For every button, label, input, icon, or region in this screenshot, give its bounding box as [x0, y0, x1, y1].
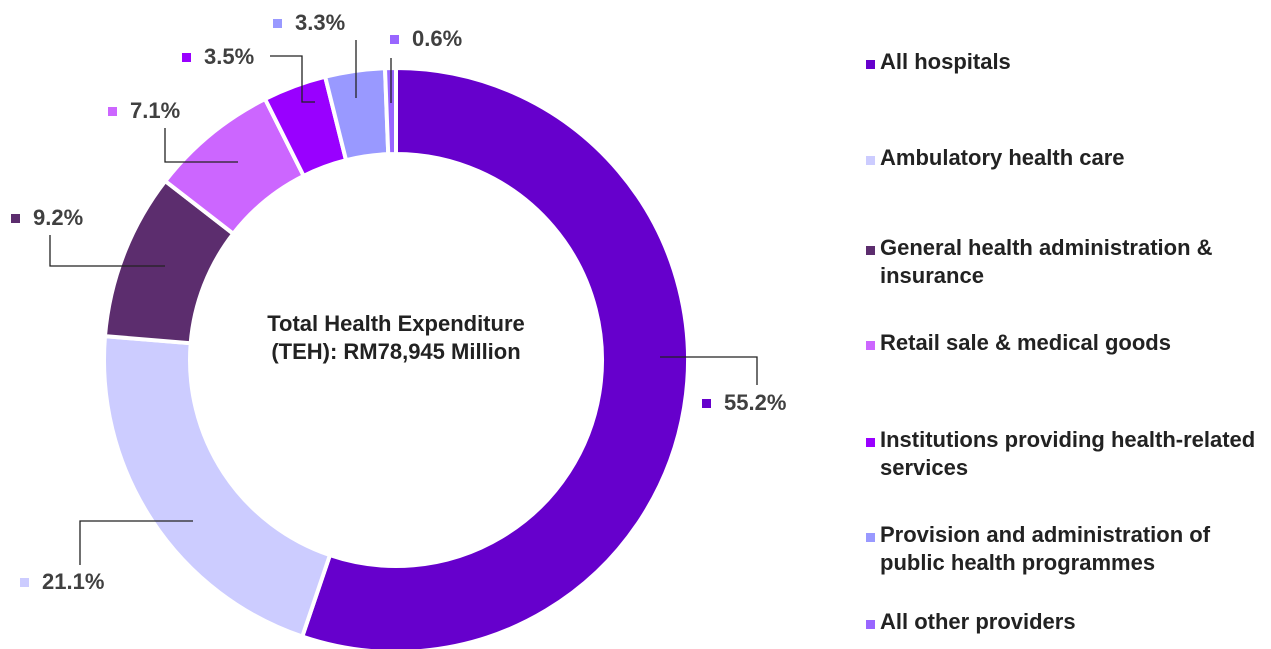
legend-swatch — [866, 533, 875, 542]
data-label: 55.2% — [724, 390, 786, 415]
leader-line — [79, 520, 193, 565]
legend-label: Retail sale & medical goods — [880, 330, 1171, 355]
data-label: 3.5% — [204, 44, 254, 69]
leader-line — [164, 128, 238, 163]
legend-label: Provision and administration of public h… — [880, 522, 1211, 575]
donut-segment — [382, 65, 398, 157]
legend-label: Ambulatory health care — [880, 145, 1125, 170]
label-swatch — [390, 35, 399, 44]
legend-swatch — [866, 341, 875, 350]
legend-item: Provision and administration of public h… — [862, 521, 1262, 577]
legend-label: All hospitals — [880, 49, 1011, 74]
data-label: 3.3% — [295, 10, 345, 35]
legend-swatch — [866, 60, 875, 69]
legend-label: General health administration & insuranc… — [880, 235, 1213, 288]
data-label: 21.1% — [42, 569, 104, 594]
label-swatch — [11, 214, 20, 223]
legend-label: All other providers — [880, 609, 1076, 634]
donut-segment — [299, 65, 690, 649]
legend-item: All other providers — [862, 608, 1262, 636]
leader-line — [660, 356, 758, 385]
label-swatch — [108, 107, 117, 116]
legend-item: Ambulatory health care — [862, 144, 1262, 172]
legend-item: Retail sale & medical goods — [862, 329, 1262, 357]
label-swatch — [182, 53, 191, 62]
legend-item: General health administration & insuranc… — [862, 234, 1262, 290]
label-swatch — [273, 19, 282, 28]
legend-swatch — [866, 438, 875, 447]
leader-line — [270, 55, 315, 103]
label-swatch — [20, 578, 29, 587]
label-swatch — [702, 399, 711, 408]
data-label: 7.1% — [130, 98, 180, 123]
donut-segment — [102, 334, 333, 640]
legend-swatch — [866, 156, 875, 165]
legend-swatch — [866, 620, 875, 629]
legend-label: Institutions providing health-related se… — [880, 427, 1256, 480]
data-label: 9.2% — [33, 205, 83, 230]
legend-item: Institutions providing health-related se… — [862, 426, 1262, 482]
data-label: 0.6% — [412, 26, 462, 51]
leader-line — [49, 235, 165, 267]
legend-swatch — [866, 246, 875, 255]
chart-title: Total Health Expenditure (TEH): RM78,945… — [267, 311, 525, 364]
legend-item: All hospitals — [862, 48, 1262, 76]
